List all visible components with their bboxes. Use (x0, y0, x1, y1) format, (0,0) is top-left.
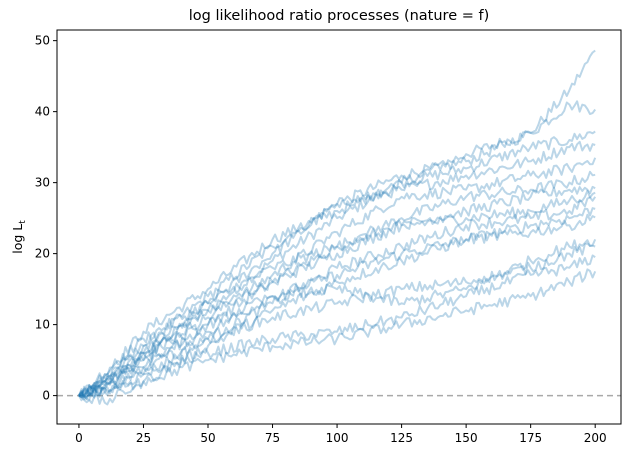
x-tick-label: 75 (265, 431, 280, 445)
y-tick-label: 40 (35, 105, 50, 119)
series-line-14 (78, 268, 597, 401)
series-line-10 (77, 207, 596, 396)
series-line-15 (78, 238, 597, 398)
series-line-6 (78, 170, 596, 399)
x-tick-label: 150 (455, 431, 478, 445)
series-line-5 (78, 157, 597, 397)
x-tick-label: 100 (326, 431, 349, 445)
x-tick-label: 50 (200, 431, 215, 445)
x-tick-label: 175 (519, 431, 542, 445)
y-tick-label: 0 (42, 389, 50, 403)
series-line-9 (78, 196, 597, 401)
y-tick-label: 50 (35, 34, 50, 48)
series-line-2 (78, 100, 597, 398)
y-axis-label: log Lt (10, 220, 28, 254)
x-tick-label: 125 (390, 431, 413, 445)
y-tick-label: 10 (35, 318, 50, 332)
chart-title: log likelihood ratio processes (nature =… (189, 8, 490, 24)
y-axis-label-subscript: t (18, 220, 28, 224)
series-line-1 (78, 49, 596, 397)
y-axis-label-main: log L (10, 224, 25, 254)
x-tick-label: 0 (75, 431, 83, 445)
series-line-12 (78, 242, 596, 402)
series-line-3 (78, 130, 596, 398)
series-line-13 (78, 254, 596, 399)
series-line-7 (78, 185, 596, 400)
series-line-8 (78, 189, 596, 397)
x-tick-label: 25 (136, 431, 151, 445)
plot-area: 0 25 50 75 100 125 150 175 200 0 10 20 30 40 50 (35, 29, 622, 445)
series-line-11 (78, 213, 596, 406)
y-tick-label: 20 (35, 247, 50, 261)
y-tick-label: 30 (35, 176, 50, 190)
plot-frame (56, 29, 622, 425)
x-tick-label: 200 (584, 431, 607, 445)
series-line-4 (78, 140, 596, 398)
